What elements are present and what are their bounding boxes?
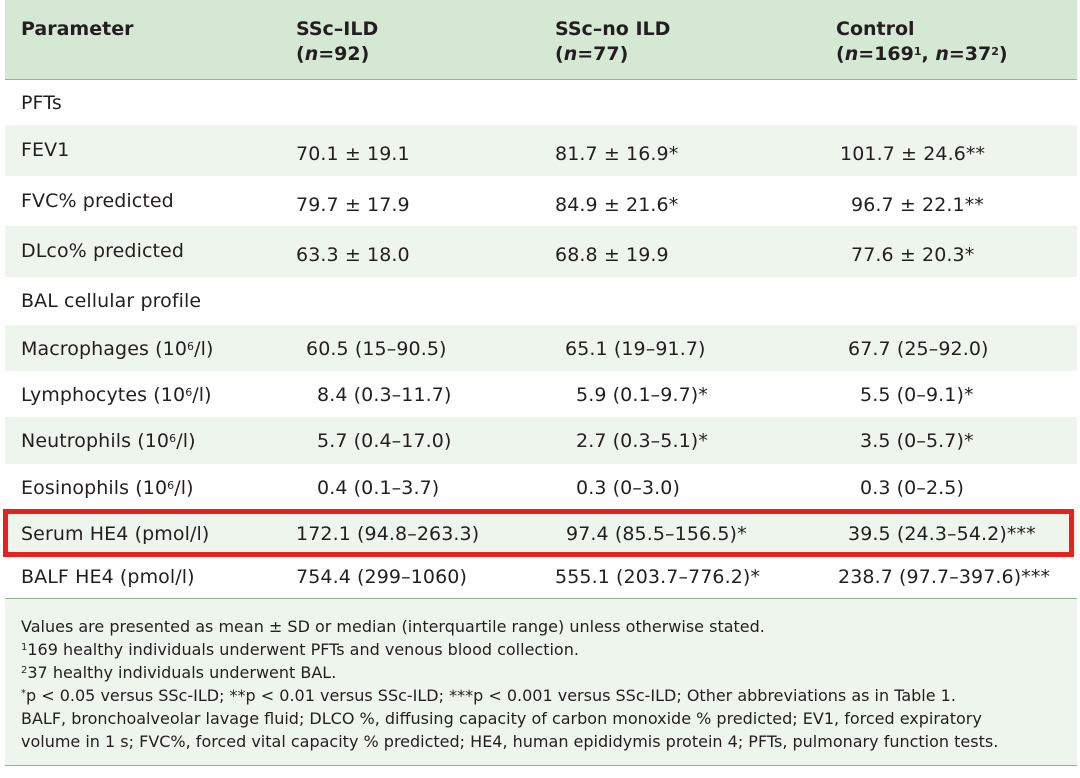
table-row: BALF HE4 (pmol/l) 754.4 (299–1060) 555.1… — [5, 555, 1077, 598]
cell-ssc-no-ild: 2.7 (0.3–5.1)* — [576, 430, 708, 452]
cell-control: 67.7 (25–92.0) — [848, 338, 989, 360]
table-row: FEV1 70.1 ± 19.1 81.7 ± 16.9* 101.7 ± 24… — [5, 125, 1077, 176]
cell-ssc-no-ild: 81.7 ± 16.9* — [555, 143, 679, 165]
cell-ssc-no-ild: 68.8 ± 19.9 — [555, 244, 669, 266]
row-label: Eosinophils (106/l) — [21, 477, 194, 499]
row-label: DLco% predicted — [21, 240, 185, 262]
cell-control: 0.3 (0–2.5) — [860, 477, 964, 499]
cell-ssc-no-ild: 5.9 (0.1–9.7)* — [576, 384, 708, 406]
cell-control: 3.5 (0–5.7)* — [860, 430, 974, 452]
header-parameter: Parameter — [21, 18, 134, 40]
cell-ssc-no-ild: 555.1 (203.7–776.2)* — [555, 566, 761, 588]
table-row: Neutrophils (106/l) 5.7 (0.4–17.0) 2.7 (… — [5, 417, 1077, 464]
row-label: FVC% predicted — [21, 190, 174, 212]
cell-control: 77.6 ± 20.3* — [851, 244, 975, 266]
footnote-line: volume in 1 s; FVC%, forced vital capaci… — [21, 732, 999, 751]
row-label: Macrophages (106/l) — [21, 338, 214, 360]
section-pfts: PFTs — [5, 80, 1077, 125]
cell-ssc-ild: 754.4 (299–1060) — [296, 566, 467, 588]
section-bal: BAL cellular profile — [5, 277, 1077, 325]
header-control: Control (n=1691, n=372) — [836, 18, 1008, 65]
table-row: Macrophages (106/l) 60.5 (15–90.5) 65.1 … — [5, 325, 1077, 371]
cell-control: 101.7 ± 24.6** — [840, 143, 986, 165]
table-row: Eosinophils (106/l) 0.4 (0.1–3.7) 0.3 (0… — [5, 464, 1077, 511]
cell-ssc-no-ild: 97.4 (85.5–156.5)* — [566, 523, 747, 545]
header-ssc-no-ild: SSc–no ILD (n=77) — [555, 18, 671, 65]
footnote-line: *p < 0.05 versus SSc-ILD; **p < 0.01 ver… — [21, 686, 956, 705]
row-label: Serum HE4 (pmol/l) — [21, 523, 210, 545]
cell-ssc-no-ild: 65.1 (19–91.7) — [565, 338, 706, 360]
table-header: Parameter SSc–ILD (n=92) SSc–no ILD (n=7… — [5, 0, 1077, 80]
section-label: BAL cellular profile — [21, 290, 202, 312]
footnote-line: BALF, bronchoalveolar lavage fluid; DLCO… — [21, 709, 982, 728]
cell-ssc-ild: 79.7 ± 17.9 — [296, 194, 410, 216]
table-row: DLco% predicted 63.3 ± 18.0 68.8 ± 19.9 … — [5, 226, 1077, 277]
footnote-line: 237 healthy individuals underwent BAL. — [21, 663, 337, 682]
cell-control: 5.5 (0–9.1)* — [860, 384, 974, 406]
table-footnotes: Values are presented as mean ± SD or med… — [5, 598, 1077, 766]
row-label: BALF HE4 (pmol/l) — [21, 566, 195, 588]
cell-ssc-ild: 0.4 (0.1–3.7) — [317, 477, 440, 499]
row-label: Neutrophils (106/l) — [21, 430, 196, 452]
cell-ssc-ild: 70.1 ± 19.1 — [296, 143, 410, 165]
table-row: Lymphocytes (106/l) 8.4 (0.3–11.7) 5.9 (… — [5, 371, 1077, 417]
table-row-serum-he4: Serum HE4 (pmol/l) 172.1 (94.8–263.3) 97… — [5, 511, 1077, 555]
header-ssc-ild: SSc–ILD (n=92) — [296, 18, 379, 65]
row-label: FEV1 — [21, 139, 70, 161]
cell-ssc-no-ild: 0.3 (0–3.0) — [576, 477, 680, 499]
table-row: FVC% predicted 79.7 ± 17.9 84.9 ± 21.6* … — [5, 176, 1077, 226]
cell-ssc-ild: 63.3 ± 18.0 — [296, 244, 410, 266]
cell-ssc-ild: 8.4 (0.3–11.7) — [317, 384, 452, 406]
footnote-line: 1169 healthy individuals underwent PFTs … — [21, 640, 579, 659]
cell-ssc-ild: 5.7 (0.4–17.0) — [317, 430, 452, 452]
footnote-line: Values are presented as mean ± SD or med… — [21, 617, 765, 636]
cell-control: 39.5 (24.3–54.2)*** — [848, 523, 1036, 545]
cell-control: 96.7 ± 22.1** — [851, 194, 984, 216]
data-table: Parameter SSc–ILD (n=92) SSc–no ILD (n=7… — [5, 0, 1077, 770]
cell-ssc-ild: 172.1 (94.8–263.3) — [296, 523, 480, 545]
cell-ssc-ild: 60.5 (15–90.5) — [306, 338, 447, 360]
cell-control: 238.7 (97.7–397.6)*** — [838, 566, 1051, 588]
cell-ssc-no-ild: 84.9 ± 21.6* — [555, 194, 679, 216]
section-label: PFTs — [21, 92, 62, 114]
row-label: Lymphocytes (106/l) — [21, 384, 212, 406]
